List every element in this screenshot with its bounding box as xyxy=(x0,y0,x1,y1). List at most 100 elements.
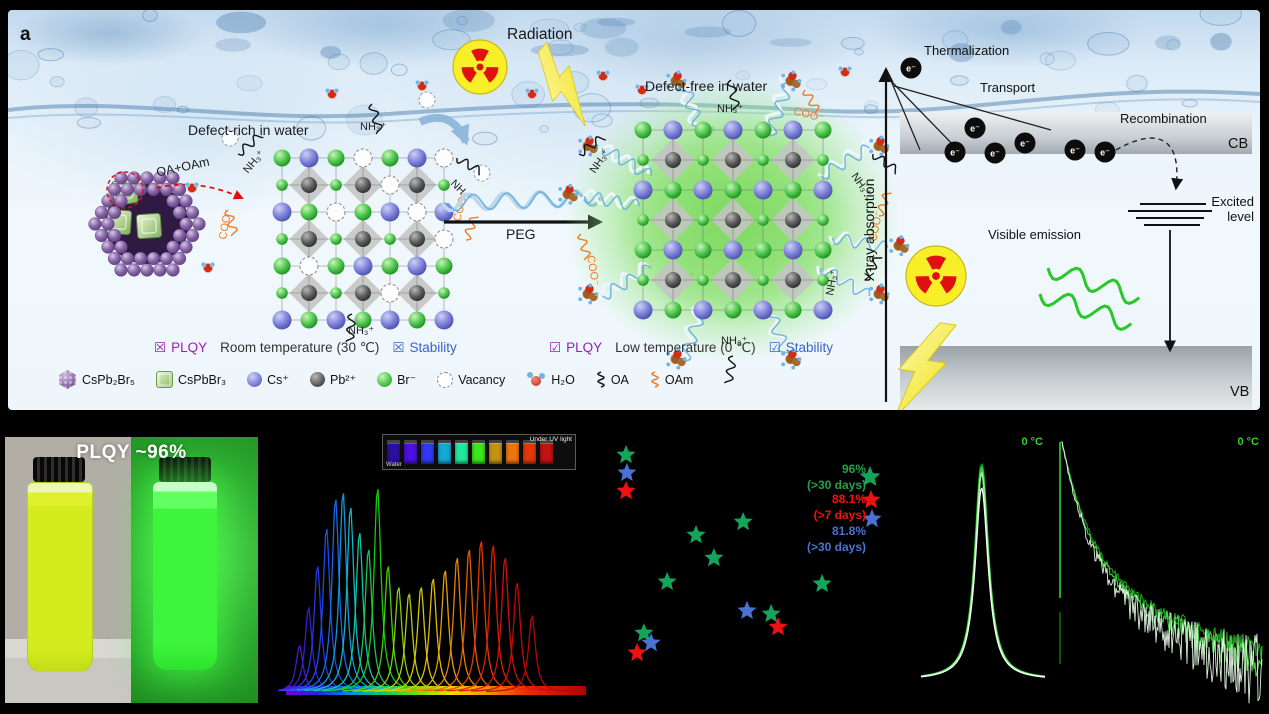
panel-a-label: a xyxy=(20,24,31,45)
svg-text:e⁻: e⁻ xyxy=(1070,146,1080,156)
condition-row-room-temp: ☒ PLQY Room temperature (30 ℃) ☒ Stability xyxy=(154,340,457,356)
svg-text:e⁻: e⁻ xyxy=(906,64,916,74)
thermalization-label: Thermalization xyxy=(924,43,1010,58)
excited-level-label: Excited level xyxy=(1166,194,1254,224)
legend-item-label: Br⁻ xyxy=(397,373,417,387)
legend-item: OAm xyxy=(650,370,694,389)
uv-vial-swatch xyxy=(421,440,434,464)
schematic-panel: NH₃⁺ NH₃⁺ NH₃⁺ NH₃⁺ COO⁻ COO⁻ NH₃⁺ NH₃⁺ NH₃⁺ NH₃⁺… xyxy=(8,10,1260,410)
plqy-label: PLQY xyxy=(566,340,603,355)
annotation-plqy-value: 96% xyxy=(841,462,866,476)
svg-text:COO⁻: COO⁻ xyxy=(584,254,601,287)
vial-daylight-photo xyxy=(5,437,131,703)
legend-item-label: Vacancy xyxy=(458,372,506,387)
annotation-plqy-value: 81.8% xyxy=(831,524,866,538)
inset-uv-label: Under UV light xyxy=(529,436,572,443)
excited-level-line2: level xyxy=(1227,209,1254,224)
legend-item-label: CsPb₂Br₅ xyxy=(82,372,135,387)
vacancy-icon xyxy=(437,371,454,388)
stability-check-group: ☒ Stability xyxy=(392,340,456,356)
uv-vial-swatch xyxy=(540,440,553,464)
condition-row-low-temp: ☑ PLQY Low temperature (0 ℃) ☑ Stability xyxy=(549,340,833,356)
stability-checkbox-icon: ☒ xyxy=(392,340,405,355)
cb-label: CB xyxy=(1228,136,1249,152)
annotation-plqy-value: 88.1% xyxy=(831,492,866,506)
legend-item-label: Cs⁺ xyxy=(267,373,290,387)
vial-body-daylight xyxy=(27,482,93,672)
plqy-label: PLQY xyxy=(171,340,208,355)
temperature-condition-label: Room temperature (30 ℃) xyxy=(220,340,380,355)
visible-emission-label: Visible emission xyxy=(988,227,1081,242)
annotation-duration: (>7 days) xyxy=(813,508,866,522)
legend-item: H₂O xyxy=(526,372,575,387)
vial-uv-photo xyxy=(131,437,258,703)
stability-label: Stability xyxy=(785,340,833,355)
species-legend: CsPb₂Br₅ CsPbBr₃ Cs⁺ Pb²⁺ Br⁻ Vacancy H₂O OA OAm xyxy=(58,370,693,389)
svg-text:NH₃⁺: NH₃⁺ xyxy=(717,103,743,115)
legend-item: CsPbBr₃ xyxy=(155,371,226,388)
schematic-art: NH₃⁺NH₃⁺NH₃⁺NH₃⁺COO⁻COO⁻NH₃⁺NH₃⁺NH₃⁺NH₃⁺… xyxy=(8,10,1260,410)
stability-scatter-panel: 96% (>30 days) 88.1% (>7 days) 81.8% (>30 day… xyxy=(612,430,910,714)
svg-text:NH₃⁺: NH₃⁺ xyxy=(348,325,374,337)
uv-vial-swatch xyxy=(455,440,468,464)
decay-panel: 0 °C xyxy=(1052,430,1267,714)
purple-nanocrystal-icon xyxy=(59,370,76,389)
legend-item-label: Pb²⁺ xyxy=(330,373,357,387)
legend-item-label: H₂O xyxy=(551,372,575,387)
temperature-label: 0 °C xyxy=(1021,436,1043,448)
blue-sphere-icon xyxy=(247,372,263,387)
defect-rich-label: Defect-rich in water xyxy=(188,122,309,138)
stability-scatter-chart xyxy=(616,445,882,661)
uv-vial-swatch xyxy=(523,440,536,464)
legend-item: Br⁻ xyxy=(377,372,416,387)
gray-sphere-icon xyxy=(310,372,326,387)
pl-decay-chart xyxy=(1059,441,1263,704)
legend-item-label: OA xyxy=(610,372,629,387)
uv-vial-swatch xyxy=(489,440,502,464)
legend-item: Cs⁺ xyxy=(247,372,289,387)
recombination-label: Recombination xyxy=(1120,111,1207,126)
temperature-label: 0 °C xyxy=(1237,436,1259,448)
legend-item: CsPb₂Br₅ xyxy=(58,370,135,389)
uv-vial-swatch xyxy=(438,440,451,464)
defect-free-label: Defect-free in water xyxy=(645,78,768,94)
vial-body-uv xyxy=(153,482,217,670)
uv-vial-swatch xyxy=(404,440,417,464)
annotation-duration: (>30 days) xyxy=(806,540,866,554)
stability-check-group: ☑ Stability xyxy=(769,340,833,356)
uv-vial-row xyxy=(387,440,553,464)
water-molecule-icon xyxy=(526,372,546,387)
annotation-duration: (>30 days) xyxy=(806,478,866,492)
excited-level-line1: Excited xyxy=(1211,194,1254,209)
svg-text:NH₃⁺: NH₃⁺ xyxy=(360,121,386,133)
svg-text:e⁻: e⁻ xyxy=(970,124,980,134)
emission-spectra-chart xyxy=(278,489,586,695)
svg-text:COO⁻: COO⁻ xyxy=(217,208,234,241)
vial-cap xyxy=(159,457,211,482)
svg-text:e⁻: e⁻ xyxy=(990,149,1000,159)
uv-vial-swatch xyxy=(506,440,519,464)
plqy-check-group: ☒ PLQY xyxy=(154,340,207,356)
plqy-caption: PLQY ~96% xyxy=(76,442,187,463)
plqy-checkbox-icon: ☑ xyxy=(549,340,562,355)
black-squiggle-icon xyxy=(597,370,605,388)
photo-panel: PLQY ~96% xyxy=(5,437,258,703)
legend-item: Vacancy xyxy=(437,371,506,388)
green-cube-icon xyxy=(155,371,173,388)
emission-spectra-panel: Water Under UV light xyxy=(278,430,600,712)
uv-vial-swatch xyxy=(472,440,485,464)
vial-cap xyxy=(33,457,85,482)
svg-text:NH₃⁺: NH₃⁺ xyxy=(721,335,747,347)
vb-label: VB xyxy=(1230,384,1250,400)
uv-vials-inset: Water Under UV light xyxy=(382,434,576,470)
green-sphere-icon xyxy=(377,372,393,387)
plqy-checkbox-icon: ☒ xyxy=(154,340,167,355)
pl-spectrum-panel: 0 °C xyxy=(915,430,1051,714)
transport-label: Transport xyxy=(980,80,1036,95)
svg-text:e⁻: e⁻ xyxy=(1020,139,1030,149)
stability-checkbox-icon: ☑ xyxy=(768,340,781,355)
legend-item-label: OAm xyxy=(664,372,694,387)
svg-text:NH₃⁺: NH₃⁺ xyxy=(824,268,840,296)
legend-item: OA xyxy=(596,370,629,389)
